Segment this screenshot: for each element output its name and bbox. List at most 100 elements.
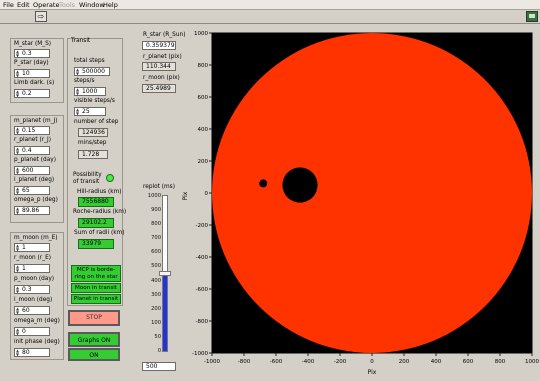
number-step-readout: 124936 <box>78 128 108 137</box>
visible-steps-label: visible steps/s <box>74 98 115 104</box>
pplanet-input[interactable]: ▲ ▼ 600 <box>14 166 50 175</box>
y-tick-label: -600 <box>196 287 209 293</box>
stop-button[interactable]: STOP <box>68 310 120 326</box>
mcp-bordering-button[interactable]: MCP is borde-ring on the star <box>71 265 121 282</box>
menu-window[interactable]: Window <box>79 1 105 9</box>
mstar-input[interactable]: ▲ ▼ 0.3 <box>14 49 50 58</box>
replot-tick-label: 400 <box>151 277 161 284</box>
y-tick-label: 200 <box>198 159 209 165</box>
x-tick-label: 0 <box>370 359 374 365</box>
total-steps-input[interactable]: ▲ ▼ 500000 <box>74 67 110 76</box>
mmoon-input[interactable]: ▲ ▼ 1 <box>14 243 50 252</box>
graphs-on-button[interactable]: Graphs ON <box>68 332 120 347</box>
x-tick-label: 200 <box>399 359 410 365</box>
init-phase-label: init phase (deg) <box>14 339 60 345</box>
y-axis-label: Pix <box>182 191 189 200</box>
mplanet-label: m_planet (m_J) <box>14 118 58 124</box>
moon-transit-button[interactable]: Moon in transit <box>71 283 121 293</box>
rmoon-pix-readout: 25.4989 <box>142 84 176 93</box>
replot-tick-label: 100 <box>151 319 161 326</box>
steps-s-label: steps/s <box>74 78 95 84</box>
replot-fill <box>163 273 167 351</box>
menu-tools[interactable]: Tools <box>59 1 76 9</box>
planet-panel: m_planet (m_J) ▲ ▼ 0.15 r_planet (r_J) ▲ ▼ 0… <box>10 115 64 223</box>
y-tick-label: 1000 <box>194 31 208 37</box>
rmoon-pix-label: r_moon (pix) <box>143 75 180 81</box>
replot-tick-label: 500 <box>151 263 161 270</box>
x-tick-label: 1000 <box>525 359 539 365</box>
y-tick-label: 0 <box>205 191 209 197</box>
number-step-label: number of step <box>74 119 119 125</box>
x-axis: -1000 -800 -600 -400 -200 0 200 400 600 800 1000 <box>204 353 539 365</box>
y-tick-label: -1000 <box>192 351 208 357</box>
replot-tick-label: 600 <box>151 249 161 256</box>
mmoon-label: m_moon (m_E) <box>14 235 58 241</box>
hill-readout: 7556880 <box>78 197 114 207</box>
y-tick-label: -200 <box>196 223 209 229</box>
menu-edit[interactable]: Edit <box>17 1 30 9</box>
limb-dark-label: Limb dark. (s) <box>14 80 55 86</box>
menu-operate[interactable]: Operate <box>33 1 60 9</box>
pstar-input[interactable]: ▲ ▼ 10 <box>14 69 50 78</box>
steps-s-input[interactable]: ▲ ▼ 1000 <box>74 87 106 96</box>
hill-label: Hill-radius (km) <box>77 189 122 195</box>
y-tick-label: 400 <box>198 127 209 133</box>
mplanet-input[interactable]: ▲ ▼ 0.15 <box>14 126 50 135</box>
moon-panel: m_moon (m_E) ▲ ▼ 1 r_moon (r_E) ▲ ▼ 1 p_moon… <box>10 232 64 360</box>
x-tick-label: -800 <box>238 359 251 365</box>
y-tick-label: -400 <box>196 255 209 261</box>
x-tick-label: -1000 <box>204 359 220 365</box>
possibility-label: Possibility of transit <box>73 172 102 185</box>
omega-m-input[interactable]: ▲ ▼ 0 <box>14 327 50 336</box>
replot-scale: 1000 900 800 700 600 500 400 300 200 100 50 0 <box>138 192 178 362</box>
replot-tick-label: 800 <box>151 221 161 228</box>
replot-tick-label: 700 <box>151 235 161 242</box>
star-disk <box>212 33 532 353</box>
sum-radii-label: Sum of radii (km) <box>74 230 125 236</box>
roche-readout: 29102.2 <box>78 218 114 228</box>
x-tick-label: 600 <box>463 359 474 365</box>
visible-steps-input[interactable]: ▲ ▼ 25 <box>74 107 106 116</box>
replot-tick-label: 0 <box>157 348 161 354</box>
rplanet-pix-readout: 110.344 <box>142 62 176 71</box>
sum-radii-readout: 33979 <box>78 239 114 249</box>
on-button[interactable]: ON <box>68 348 120 361</box>
replot-tick-label: 1000 <box>147 193 161 199</box>
y-tick-label: -800 <box>196 319 209 325</box>
omega-p-label: omega_p (deg) <box>14 197 58 203</box>
rplanet-pix-label: r_planet (pix) <box>143 54 182 60</box>
mins-step-label: mins/step <box>78 140 107 146</box>
replot-thumb[interactable] <box>159 270 171 276</box>
rplanet-input[interactable]: ▲ ▼ 0.4 <box>14 146 50 155</box>
replot-input[interactable]: 500 <box>142 362 176 371</box>
pplanet-label: p_planet (day) <box>14 157 56 163</box>
replot-tick-label: 200 <box>151 305 161 312</box>
pstar-label: P_star (day) <box>14 60 49 66</box>
y-tick-label: 600 <box>198 95 209 101</box>
menu-help[interactable]: Help <box>103 1 118 9</box>
possibility-led-icon <box>106 174 114 182</box>
x-tick-label: 400 <box>431 359 442 365</box>
total-steps-label: total steps <box>74 58 105 64</box>
init-phase-input[interactable]: ▲ ▼ 80 <box>14 348 50 357</box>
transit-panel: Transit total steps ▲ ▼ 500000 steps/s ▲ ▼ 1… <box>67 38 126 306</box>
omega-p-input[interactable]: ▲ ▼ 89.86 <box>14 206 50 215</box>
mins-step-readout: 1.728 <box>78 150 108 159</box>
rmoon-input[interactable]: ▲ ▼ 1 <box>14 264 50 273</box>
pmoon-input[interactable]: ▲ ▼ 0.3 <box>14 285 50 294</box>
star-panel: M_star (M_S) ▲ ▼ 0.3 P_star (day) ▲ ▼ 10 Lim… <box>10 38 64 103</box>
replot-label: replot (ms) <box>143 184 175 190</box>
run-arrow-icon[interactable]: ⇨ <box>35 11 47 22</box>
menu-file[interactable]: File <box>3 1 14 9</box>
planet-transit-button[interactable]: Planet in transit <box>71 294 121 304</box>
y-axis: 1000 800 600 400 200 0 -200 -400 -600 -800 -1000 <box>192 31 212 357</box>
iplanet-input[interactable]: ▲ ▼ 65 <box>14 186 50 195</box>
limb-dark-input[interactable]: ▲ ▼ 0.2 <box>14 89 50 98</box>
iplanet-label: i_planet (deg) <box>14 177 55 183</box>
transit-plot: -1000 -800 -600 -400 -200 0 200 400 600 800 1000 1… <box>182 31 539 376</box>
y-tick-label: 800 <box>198 63 209 69</box>
imoon-label: i_moon (deg) <box>14 297 53 303</box>
replot-tick-label: 50 <box>154 333 161 340</box>
imoon-input[interactable]: ▲ ▼ 60 <box>14 306 50 315</box>
rplanet-label: r_planet (r_J) <box>14 137 51 143</box>
